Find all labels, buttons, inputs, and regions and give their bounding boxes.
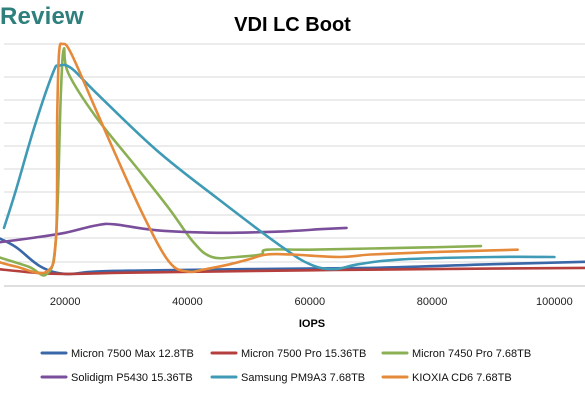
x-tick-label: 20000 (50, 296, 81, 308)
series-line-1 (0, 237, 585, 276)
review-brand-logo: Review (0, 3, 84, 30)
legend-item: Micron 7450 Pro 7.68TB (381, 348, 531, 360)
series-line-6 (0, 42, 519, 275)
legend-label: Micron 7450 Pro 7.68TB (412, 348, 531, 360)
legend-label: Solidigm P5430 15.36TB (71, 372, 193, 384)
x-tick-label: 80000 (417, 296, 448, 308)
chart-title: VDI LC Boot (234, 14, 351, 36)
legend-item: Samsung PM9A3 7.68TB (210, 372, 365, 384)
series-lines (0, 42, 585, 277)
legend-label: KIOXIA CD6 7.68TB (412, 372, 512, 384)
legend-label: Micron 7500 Max 12.8TB (71, 348, 194, 360)
x-axis-label: IOPS (299, 318, 325, 330)
series-line-3 (0, 47, 483, 277)
legend-item: Micron 7500 Pro 15.36TB (210, 348, 366, 360)
x-tick-label: 100000 (536, 296, 573, 308)
legend-item: KIOXIA CD6 7.68TB (381, 372, 512, 384)
legend-item: Solidigm P5430 15.36TB (40, 372, 193, 384)
x-tick-label: 60000 (294, 296, 325, 308)
x-axis-ticks: 20000 40000 60000 80000 100000 (50, 296, 573, 308)
series-line-5 (2, 63, 556, 271)
x-tick-label: 40000 (172, 296, 203, 308)
gridlines (4, 43, 585, 287)
legend-item: Micron 7500 Max 12.8TB (40, 348, 194, 360)
series-line-4 (0, 222, 348, 244)
legend: Micron 7500 Max 12.8TB Micron 7500 Pro 15… (40, 348, 531, 384)
legend-label: Samsung PM9A3 7.68TB (241, 372, 365, 384)
legend-label: Micron 7500 Pro 15.36TB (241, 348, 366, 360)
